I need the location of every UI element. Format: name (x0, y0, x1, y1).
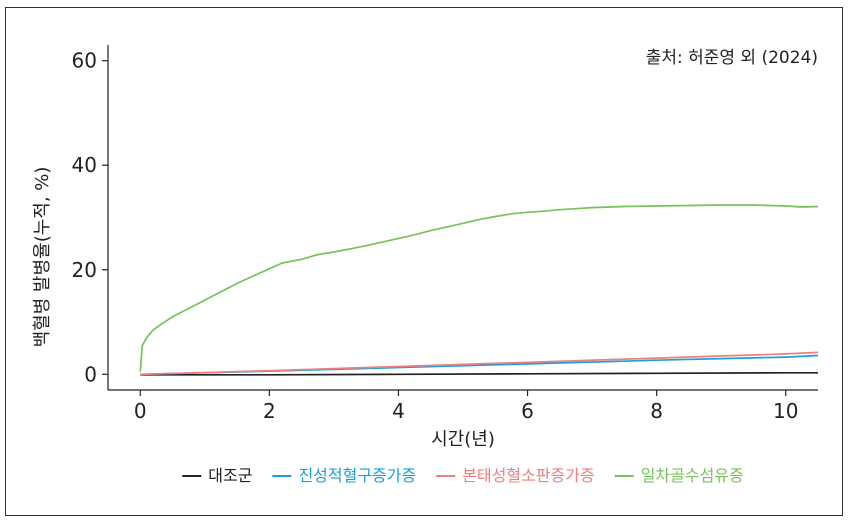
series-line-2 (140, 351, 819, 376)
legend-item: 본태성혈소판증가증 (436, 466, 595, 485)
y-tick-label: 0 (84, 362, 97, 386)
x-tick-label: 4 (392, 399, 405, 423)
x-tick-label: 6 (521, 399, 534, 423)
x-tick-label: 2 (263, 399, 276, 423)
legend-label: 본태성혈소판증가증 (462, 466, 594, 485)
legend: 대조군 진성적혈구증가증 본태성혈소판증가증 일차골수섬유증 (182, 466, 744, 485)
axes: 0 20 40 60 0 2 4 6 8 10 (72, 45, 818, 423)
legend-item: 일차골수섬유증 (614, 466, 744, 485)
legend-label: 진성적혈구증가증 (298, 466, 416, 485)
y-tick-label: 40 (72, 153, 97, 177)
y-tick-label: 60 (72, 49, 97, 73)
legend-item: 진성적혈구증가증 (272, 466, 416, 485)
legend-label: 일차골수섬유증 (641, 466, 744, 485)
x-axis-title: 시간(년) (431, 429, 495, 450)
series-line-3 (139, 204, 819, 372)
x-tick-label: 0 (134, 399, 147, 423)
y-tick-label: 20 (72, 258, 97, 282)
series-line-0 (140, 371, 818, 376)
series-lines (139, 204, 819, 376)
legend-item: 대조군 (182, 466, 252, 485)
y-axis-title: 백혈병 발병율(누적, %) (32, 167, 53, 348)
chart-frame (5, 7, 843, 516)
legend-label: 대조군 (208, 466, 252, 485)
x-tick-label: 10 (773, 399, 798, 423)
x-tick-label: 8 (650, 399, 663, 423)
source-note: 출처: 허준영 외 (2024) (646, 48, 818, 68)
